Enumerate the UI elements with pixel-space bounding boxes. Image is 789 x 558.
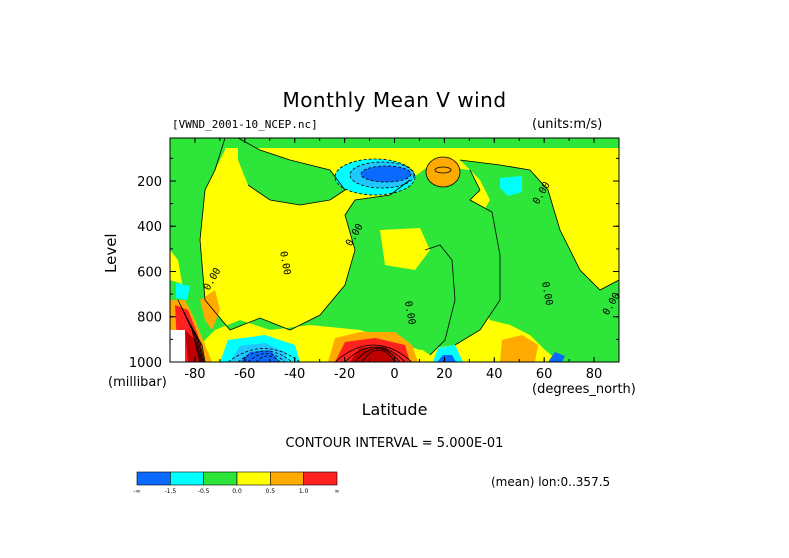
fill-region-nh-cyan (433, 345, 463, 362)
x-tick-label: -60 (234, 367, 255, 382)
contour-line-layer (177, 138, 619, 362)
fill-region-ant-cyan (176, 283, 190, 300)
mean-longitude-label: (mean) lon:0..357.5 (491, 475, 611, 489)
contour-interval-label: CONTOUR INTERVAL = 5.000E-01 (285, 436, 504, 451)
colorbar-segment (270, 471, 304, 486)
x-tick-label: -80 (184, 367, 205, 382)
colorbar-segment (303, 471, 338, 486)
x-tick-label: 40 (486, 367, 503, 382)
contour-line-zero-4 (424, 244, 456, 356)
contour-line-orange-inner (434, 166, 452, 174)
x-tick-label: -40 (284, 367, 305, 382)
contour-line-sh-3 (247, 353, 286, 362)
contour-line-jet-2 (349, 161, 415, 189)
x-axis-label: Latitude (361, 400, 428, 419)
contour-line-tropic-3 (354, 348, 401, 362)
colorbar-label: -∞ (133, 488, 140, 495)
fill-region-nh-orange (500, 335, 538, 362)
y-tick-label: 600 (137, 265, 162, 280)
contour-fill-layer (170, 138, 619, 362)
colorbar-segment (170, 471, 204, 486)
fill-region-jet-core (361, 166, 411, 182)
fill-region-green-4 (410, 245, 455, 355)
contour-label-6: 0.00 (539, 281, 554, 307)
contour-label-4: 0.00 (402, 300, 417, 326)
y-tick-label: 1000 (129, 356, 162, 371)
fill-region-orange-upper (426, 157, 460, 187)
file-label: [VWND_2001-10_NCEP.nc] (172, 118, 318, 131)
fill-region-cyan-patch (500, 176, 522, 196)
x-tick-label: 20 (436, 367, 453, 382)
colorbar-segment (203, 471, 238, 486)
colorbar-label: 0.0 (232, 488, 242, 495)
contour-line-tropic-4 (361, 349, 396, 362)
contour-line-jet-1 (334, 158, 416, 196)
y-axis-units: (millibar) (108, 375, 167, 390)
x-tick-label: 0 (390, 367, 398, 382)
x-tick-label: 60 (536, 367, 553, 382)
contour-line-zero-1 (199, 138, 411, 331)
colorbar-segment (236, 471, 271, 486)
x-tick-label: 80 (586, 367, 603, 382)
x-tick-label: -20 (334, 367, 355, 382)
x-axis-units: (degrees_north) (532, 382, 636, 397)
colorbar-segment (136, 471, 171, 486)
chart-title: Monthly Mean V wind (282, 88, 507, 112)
fill-region-missing (170, 330, 185, 362)
colorbar-label: -0.5 (198, 488, 210, 495)
colorbar-label: 1.0 (299, 488, 309, 495)
contour-line-sh-4 (255, 355, 281, 362)
axis-ticks: -80 -60 -40 -20 0 20 40 60 80 200 400 600 800 1000 (129, 138, 620, 382)
contour-line-zero-3 (459, 159, 619, 291)
contour-line-tropic-2 (344, 346, 406, 362)
contour-line-tropic-1 (334, 344, 413, 362)
contour-line-sh-2 (237, 350, 293, 362)
y-tick-label: 200 (137, 175, 162, 190)
colorbar-label: -1.5 (164, 488, 176, 495)
fill-region-yellow-island-2 (380, 228, 430, 270)
contour-line-ant-6 (192, 329, 206, 362)
contour-label-2: 0.00 (277, 250, 292, 276)
fill-region-nh-blue (437, 355, 456, 362)
colorbar: -∞ -1.5 -0.5 0.0 0.5 1.0 ∞ (133, 471, 340, 495)
contour-line-zero-2 (454, 169, 501, 346)
fill-region-green-3 (460, 160, 619, 362)
fill-region-green-2 (238, 138, 345, 205)
contour-line-zero-5 (237, 138, 346, 206)
colorbar-label: ∞ (335, 488, 340, 495)
fill-region-yellow-island (245, 245, 285, 305)
fill-region-nh-blue-small (548, 352, 565, 362)
contour-line-orange-upper (425, 156, 461, 188)
y-tick-label: 800 (137, 311, 162, 326)
contour-line-jet-3 (360, 165, 412, 183)
units-label: (units:m/s) (532, 117, 603, 132)
colorbar-label: 0.5 (266, 488, 276, 495)
y-tick-label: 400 (137, 220, 162, 235)
